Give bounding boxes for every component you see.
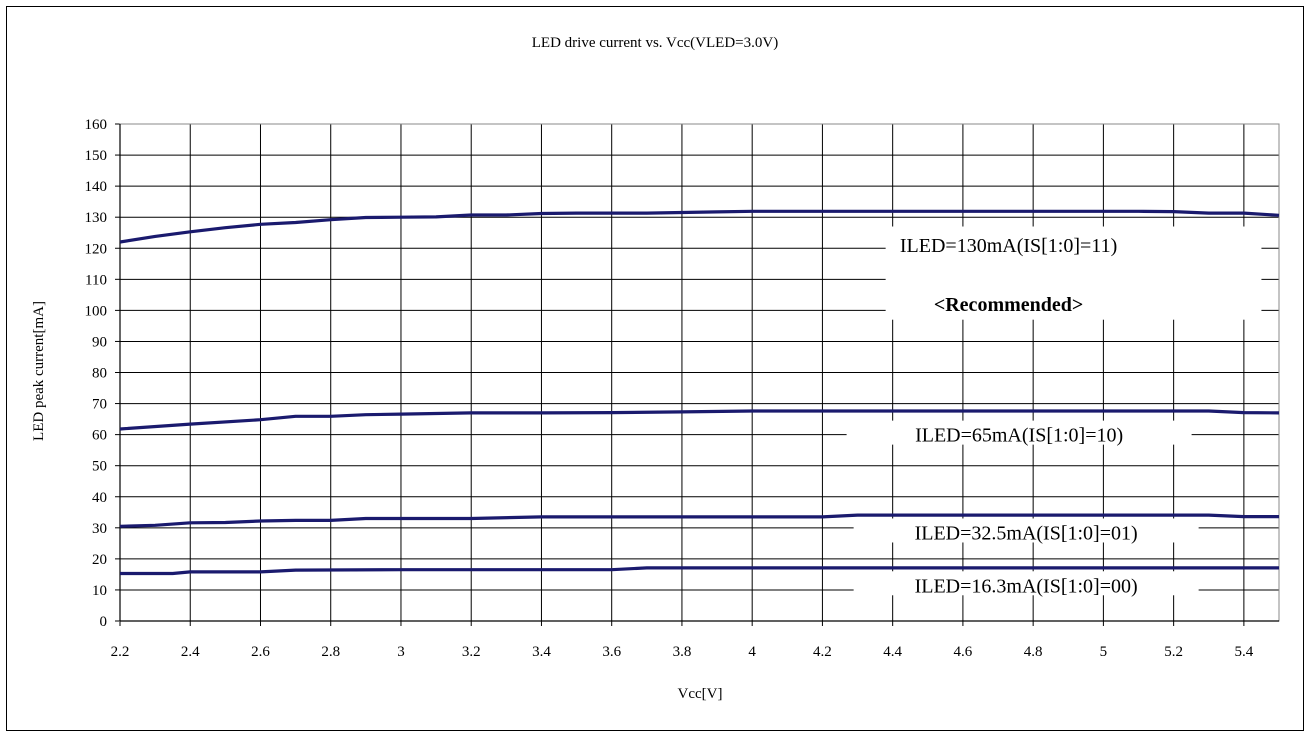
series-layer (119, 209, 1280, 576)
x-tick-label: 5.2 (1164, 644, 1183, 660)
x-tick-label: 5 (1100, 644, 1108, 660)
x-tick-label: 3.6 (602, 644, 621, 660)
x-tick-label: 4.8 (1024, 644, 1043, 660)
y-tick-label: 140 (85, 179, 108, 195)
annotation-label: <Recommended> (934, 294, 1083, 316)
y-tick-label: 120 (85, 241, 108, 257)
x-tick-label: 2.6 (251, 644, 270, 660)
x-tick-label: 2.2 (111, 644, 130, 660)
y-tick-label: 20 (92, 552, 107, 568)
x-tick-label: 4.2 (813, 644, 832, 660)
y-tick-label: 70 (92, 397, 107, 413)
x-tick-label: 5.4 (1235, 644, 1254, 660)
annotation-label: ILED=16.3mA(IS[1:0]=00) (915, 575, 1138, 597)
annotation-bg (853, 518, 1199, 543)
y-tick-label: 60 (92, 428, 107, 444)
annotation-label: ILED=32.5mA(IS[1:0]=01) (915, 522, 1138, 544)
y-tick-label: 90 (92, 334, 107, 350)
annotation-bg (853, 571, 1199, 596)
y-tick-label: 40 (92, 490, 107, 506)
x-tick-label: 4.6 (954, 644, 973, 660)
y-tick-label: 110 (85, 272, 107, 288)
annotation-bg (846, 420, 1192, 445)
x-tick-label: 3 (397, 644, 405, 660)
y-tick-label: 30 (92, 521, 107, 537)
y-tick-label: 130 (85, 210, 108, 226)
annotation-bg (885, 226, 1262, 320)
x-tick-label: 4.4 (883, 644, 902, 660)
x-tick-label: 3.8 (673, 644, 692, 660)
x-tick-label: 3.4 (532, 644, 551, 660)
chart-title: LED drive current vs. Vcc(VLED=3.0V) (532, 35, 778, 51)
y-tick-label: 50 (92, 459, 107, 475)
annotations: ILED=130mA(IS[1:0]=11) <Recommended> ILED=… (846, 226, 1262, 597)
series-line-2 (119, 409, 1280, 431)
axes: 0 10 20 30 40 50 60 70 80 90 100 110 120 130 140 150 160… (85, 117, 1280, 660)
annotation-label: ILED=65mA(IS[1:0]=10) (915, 425, 1123, 447)
chart-frame (6, 6, 1304, 731)
series-line-3 (119, 513, 1279, 528)
grid (119, 123, 1279, 622)
y-tick-label: 80 (92, 366, 107, 382)
y-tick-label: 100 (85, 303, 108, 319)
y-tick-label: 10 (92, 583, 107, 599)
series-line-1 (119, 209, 1280, 244)
x-axis-label: Vcc[V] (678, 686, 723, 702)
y-tick-label: 0 (100, 614, 108, 630)
annotation-label: ILED=130mA(IS[1:0]=11) (900, 235, 1117, 257)
series-line-4 (120, 566, 1279, 576)
y-tick-label: 150 (85, 148, 108, 164)
x-tick-label: 2.4 (181, 644, 200, 660)
x-tick-label: 2.8 (321, 644, 340, 660)
x-tick-label: 3.2 (462, 644, 481, 660)
y-tick-label: 160 (85, 117, 108, 133)
x-tick-label: 4 (748, 644, 756, 660)
y-axis-label: LED peak current[mA] (31, 301, 47, 441)
